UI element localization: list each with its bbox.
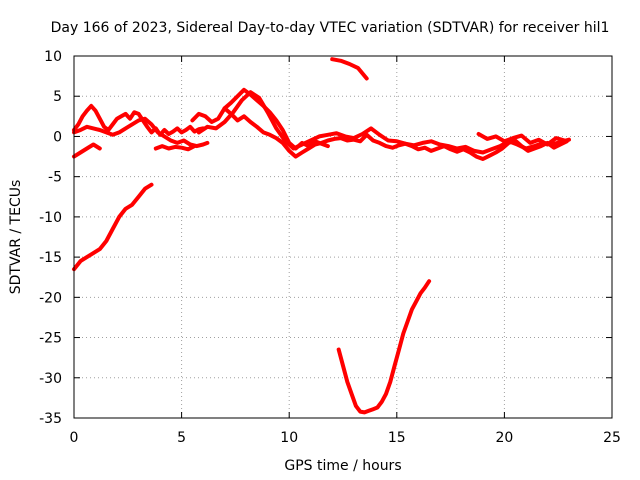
x-tick-label: 5 [177, 430, 186, 446]
x-tick-label: 25 [603, 430, 621, 446]
y-tick-label: -15 [39, 250, 62, 266]
series-line-track-c [72, 142, 102, 159]
series-line-track-b [72, 116, 210, 149]
series-line-track-k [336, 279, 432, 415]
series-line-track-j [330, 57, 369, 81]
grid [74, 56, 612, 418]
y-tick-label: -25 [39, 331, 62, 347]
series-line-track-e [190, 106, 569, 161]
y-tick-labels: 10 5 0 -5 -10 -15 -20 -25 -30 -35 [39, 49, 62, 427]
y-axis-label: SDTVAR / TECUs [8, 180, 24, 295]
series-line-track-g [222, 87, 330, 151]
chart-title: Day 166 of 2023, Sidereal Day-to-day VTE… [51, 20, 610, 36]
series-layer [72, 57, 571, 415]
series-line-track-i [72, 182, 154, 272]
y-tick-label: -35 [39, 411, 62, 427]
y-tick-label: -20 [39, 290, 62, 306]
x-tick-label: 15 [388, 430, 406, 446]
x-tick-label: 20 [495, 430, 513, 446]
x-tick-label: 10 [280, 430, 298, 446]
y-tick-label: 5 [53, 89, 62, 105]
x-tick-labels: 0 5 10 15 20 25 [70, 430, 621, 446]
x-axis-label: GPS time / hours [284, 458, 401, 474]
y-tick-label: -10 [39, 210, 62, 226]
y-tick-label: 0 [53, 129, 62, 145]
series-line-track-a [72, 103, 206, 137]
series-line-track-h [476, 132, 567, 147]
y-tick-label: -30 [39, 371, 62, 387]
x-tick-label: 0 [70, 430, 79, 446]
y-tick-label: 10 [44, 49, 62, 65]
plot-frame [73, 55, 613, 419]
series-line-track-d [153, 144, 197, 152]
y-tick-label: -5 [48, 170, 62, 186]
